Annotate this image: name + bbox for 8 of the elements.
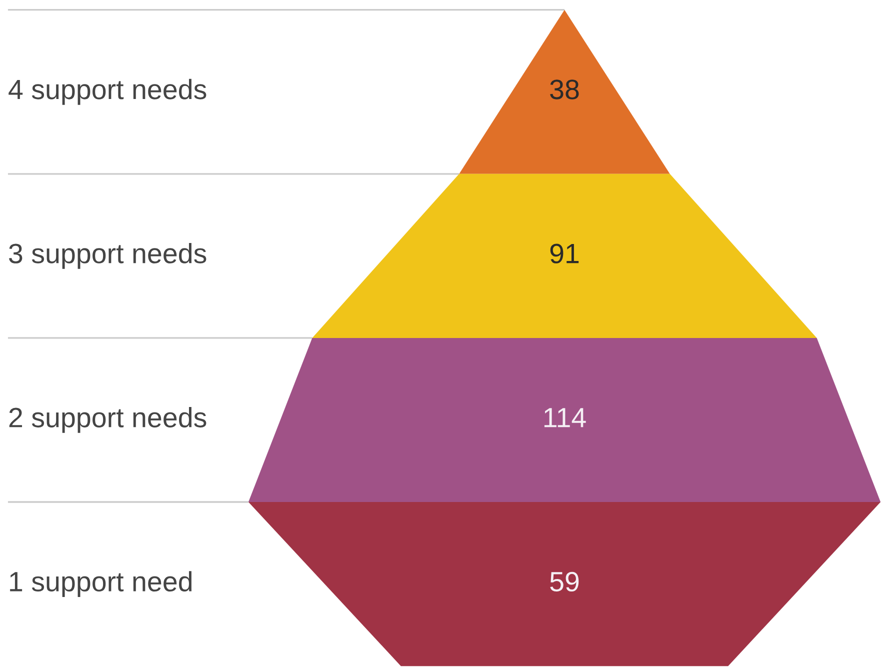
category-label: 1 support need bbox=[10, 571, 192, 597]
category-label: 2 support needs bbox=[9, 407, 206, 433]
category-label: 4 support needs bbox=[8, 78, 206, 105]
data-label: 91 bbox=[550, 244, 579, 264]
data-label: 59 bbox=[550, 572, 579, 592]
category-label: 3 support needs bbox=[9, 242, 206, 269]
data-label: 38 bbox=[550, 80, 579, 100]
data-label: 114 bbox=[544, 408, 586, 428]
